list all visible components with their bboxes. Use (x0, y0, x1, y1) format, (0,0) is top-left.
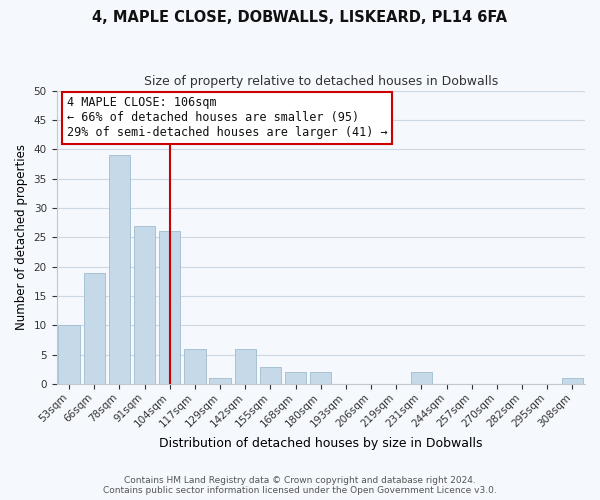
Bar (562, 378, 583, 384)
Bar (209, 378, 231, 384)
Bar (109, 155, 130, 384)
Title: Size of property relative to detached houses in Dobwalls: Size of property relative to detached ho… (143, 75, 498, 88)
Bar (159, 232, 181, 384)
Bar (134, 226, 155, 384)
Bar (310, 372, 331, 384)
Bar (235, 349, 256, 384)
Text: Contains HM Land Registry data © Crown copyright and database right 2024.
Contai: Contains HM Land Registry data © Crown c… (103, 476, 497, 495)
Bar (411, 372, 432, 384)
Bar (58, 326, 80, 384)
Y-axis label: Number of detached properties: Number of detached properties (15, 144, 28, 330)
Bar (184, 349, 206, 384)
Bar (260, 366, 281, 384)
Bar (83, 272, 105, 384)
Bar (285, 372, 306, 384)
Text: 4, MAPLE CLOSE, DOBWALLS, LISKEARD, PL14 6FA: 4, MAPLE CLOSE, DOBWALLS, LISKEARD, PL14… (92, 10, 508, 25)
X-axis label: Distribution of detached houses by size in Dobwalls: Distribution of detached houses by size … (159, 437, 482, 450)
Text: 4 MAPLE CLOSE: 106sqm
← 66% of detached houses are smaller (95)
29% of semi-deta: 4 MAPLE CLOSE: 106sqm ← 66% of detached … (67, 96, 388, 140)
